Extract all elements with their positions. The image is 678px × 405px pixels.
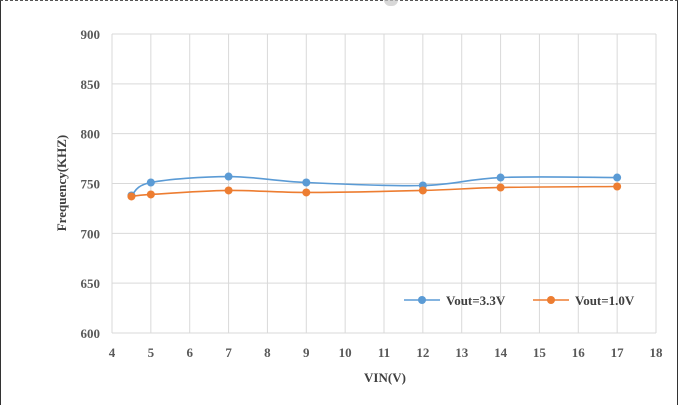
y-tick-label: 650: [81, 276, 101, 291]
y-tick-label: 800: [81, 127, 101, 142]
series-line: [130, 175, 618, 197]
y-tick-label: 600: [81, 326, 101, 341]
data-point: [224, 186, 233, 195]
series-line: [131, 185, 618, 198]
x-tick-label: 12: [416, 345, 429, 360]
x-tick-label: 6: [186, 345, 193, 360]
x-tick-label: 8: [264, 345, 271, 360]
legend-entry-2: Vout=1.0V: [533, 293, 635, 308]
y-tick-label: 900: [81, 27, 101, 42]
x-tick-label: 14: [494, 345, 508, 360]
x-tick-label: 10: [339, 345, 352, 360]
legend: Vout=3.3V Vout=1.0V: [404, 293, 635, 308]
x-tick-label: 18: [650, 345, 664, 360]
x-tick-labels: 4 5 6 7 8 9 10 11 12 13 14 15 16 17 18: [109, 345, 663, 360]
y-axis-title: Frequency(KHZ): [54, 135, 69, 232]
legend-marker: [418, 296, 426, 304]
x-axis-title: VIN(V): [364, 370, 406, 385]
x-tick-label: 5: [148, 345, 155, 360]
y-tick-label: 750: [81, 177, 101, 192]
x-tick-label: 11: [378, 345, 390, 360]
x-tick-label: 7: [225, 345, 232, 360]
data-point: [302, 178, 311, 187]
data-point: [496, 183, 505, 192]
data-point: [613, 173, 622, 182]
data-point: [127, 192, 136, 201]
legend-label: Vout=3.3V: [446, 293, 506, 308]
x-tick-label: 9: [303, 345, 310, 360]
data-point: [613, 182, 622, 191]
x-tick-label: 4: [109, 345, 116, 360]
series-1: [127, 172, 622, 200]
legend-label: Vout=1.0V: [575, 293, 635, 308]
data-point: [496, 173, 505, 182]
y-tick-label: 850: [81, 77, 101, 92]
legend-entry-1: Vout=3.3V: [404, 293, 506, 308]
data-point: [418, 186, 427, 195]
resize-handle-icon[interactable]: [384, 0, 398, 6]
data-point: [302, 188, 311, 197]
x-tick-label: 17: [611, 345, 625, 360]
data-point: [146, 190, 155, 199]
x-tick-label: 13: [455, 345, 469, 360]
x-tick-label: 15: [533, 345, 547, 360]
x-tick-label: 16: [572, 345, 586, 360]
data-point: [224, 172, 233, 181]
series-layer: [127, 172, 622, 201]
y-tick-label: 700: [81, 226, 101, 241]
grid: [111, 33, 657, 334]
series-2: [127, 182, 622, 201]
data-point: [146, 178, 155, 187]
legend-marker: [547, 296, 555, 304]
y-tick-labels: 600 650 700 750 800 850 900: [81, 27, 101, 341]
